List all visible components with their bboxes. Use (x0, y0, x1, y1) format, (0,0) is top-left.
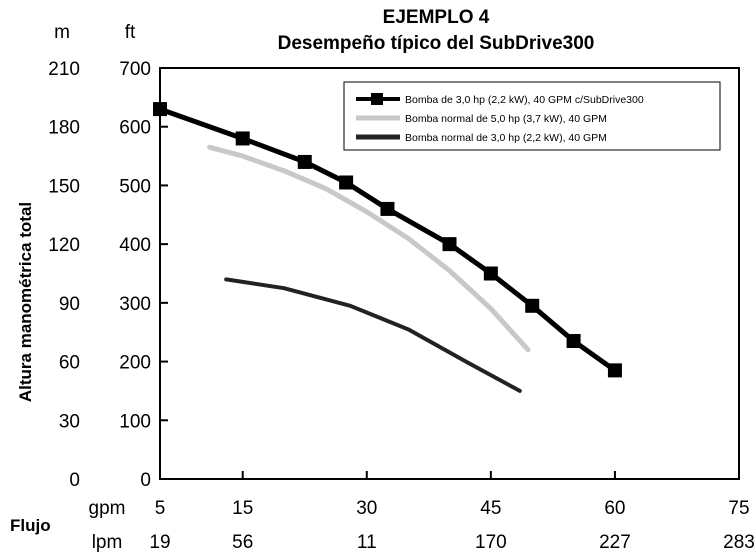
legend: Bomba de 3,0 hp (2,2 kW), 40 GPM c/SubDr… (343, 81, 721, 151)
x-unit-lpm: lpm (92, 532, 123, 553)
x-tick-label-lpm: 19 (149, 532, 170, 553)
series-1-point (566, 334, 581, 349)
x-tick-label-lpm: 170 (475, 532, 507, 553)
y-tick-label-ft: 200 (119, 353, 151, 374)
x-tick-label-gpm: 5 (155, 498, 166, 519)
x-tick-label-lpm: 11 (357, 532, 377, 553)
chart-title-line2: Desempeño típico del SubDrive300 (278, 33, 595, 54)
plot-frame (159, 67, 740, 480)
y-tick-label-ft: 400 (119, 235, 151, 256)
legend-label-3: Bomba normal de 3,0 hp (2,2 kW), 40 GPM (405, 132, 607, 144)
y-axis-label: Altura manométrica total (16, 202, 35, 402)
y-unit-m: m (54, 22, 70, 43)
series-1-point (297, 154, 312, 169)
series-1-point (339, 175, 354, 190)
series-1-point (525, 298, 540, 313)
x-tick-label-lpm: 283 (723, 532, 754, 553)
y-tick-label-m: 30 (59, 411, 80, 432)
x-tick-label-gpm: 60 (604, 498, 625, 519)
legend-marker-1 (371, 93, 383, 105)
y-tick-label-ft: 300 (119, 294, 151, 315)
y-tick-label-m: 150 (48, 176, 80, 197)
y-tick-label-m: 120 (48, 235, 80, 256)
x-ticks: 5 19 15 56 30 11 45 170 60 227 75 283 (149, 471, 754, 553)
y-unit-ft: ft (125, 22, 136, 43)
legend-label-2: Bomba normal de 5,0 hp (3,7 kW), 40 GPM (405, 113, 607, 125)
legend-label-1: Bomba de 3,0 hp (2,2 kW), 40 GPM c/SubDr… (405, 94, 644, 106)
series-line-3 (224, 277, 522, 393)
legend-box (343, 81, 721, 151)
series-1-point (380, 201, 395, 216)
chart-title-line1: EJEMPLO 4 (383, 7, 490, 28)
y-tick-label-m: 210 (48, 59, 80, 80)
x-axis-label: Flujo (10, 516, 51, 535)
y-tick-label-ft: 600 (119, 118, 151, 139)
series-layer (153, 102, 622, 393)
y-tick-label-ft: 0 (140, 470, 151, 491)
series-line-2 (207, 144, 531, 353)
x-tick-label-gpm: 15 (232, 498, 253, 519)
x-tick-label-gpm: 45 (480, 498, 501, 519)
x-tick-label-gpm: 30 (356, 498, 377, 519)
y-tick-label-m: 180 (48, 118, 80, 139)
series-1-point (235, 131, 250, 146)
series-1-point (442, 237, 457, 252)
y-tick-label-m: 90 (59, 294, 80, 315)
x-tick-label-lpm: 227 (599, 532, 631, 553)
x-tick-label-lpm: 56 (232, 532, 253, 553)
y-tick-label-ft: 700 (119, 59, 151, 80)
y-tick-label-m: 60 (59, 353, 80, 374)
series-line-1 (157, 106, 618, 373)
x-tick-label-gpm: 75 (728, 498, 749, 519)
y-tick-label-ft: 100 (119, 411, 151, 432)
series-1-point (483, 266, 498, 281)
y-tick-label-m: 0 (69, 470, 80, 491)
y-ticks: 0 0 100 30 200 60 300 90 400 120 500 150 600 180 700 21… (48, 59, 168, 491)
series-1-point (607, 363, 622, 378)
x-unit-gpm: gpm (89, 498, 126, 519)
y-tick-label-ft: 500 (119, 176, 151, 197)
